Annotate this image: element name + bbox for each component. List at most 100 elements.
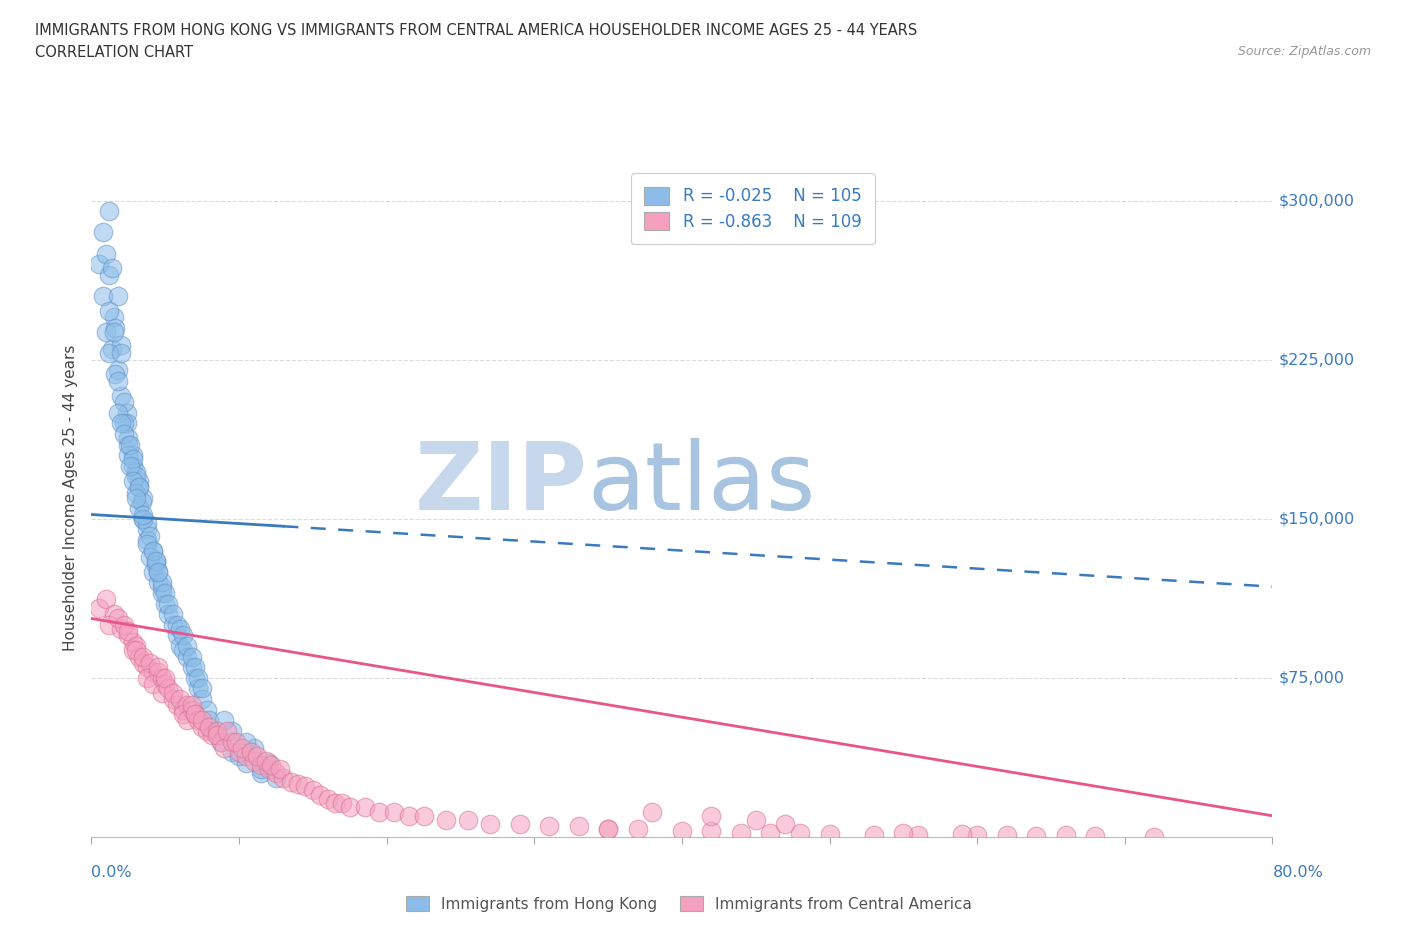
Point	[700, 808, 723, 823]
Point	[176, 713, 198, 728]
Point	[1025, 829, 1047, 844]
Point	[150, 685, 173, 700]
Point	[180, 660, 202, 675]
Point	[183, 671, 207, 685]
Point	[142, 677, 165, 692]
Point	[294, 778, 316, 793]
Point	[146, 660, 169, 675]
Point	[117, 624, 139, 639]
Point	[128, 480, 150, 495]
Point	[457, 813, 479, 828]
Point	[124, 490, 148, 505]
Point	[131, 495, 153, 510]
Point	[150, 575, 173, 590]
Point	[382, 804, 405, 819]
Point	[132, 507, 155, 522]
Point	[235, 749, 257, 764]
Point	[641, 804, 664, 819]
Point	[162, 606, 184, 621]
Point	[150, 586, 173, 601]
Point	[142, 543, 165, 558]
Point	[128, 500, 150, 515]
Point	[273, 770, 295, 785]
Point	[183, 707, 207, 722]
Text: IMMIGRANTS FROM HONG KONG VS IMMIGRANTS FROM CENTRAL AMERICA HOUSEHOLDER INCOME : IMMIGRANTS FROM HONG KONG VS IMMIGRANTS …	[35, 23, 917, 38]
Text: CORRELATION CHART: CORRELATION CHART	[35, 45, 193, 60]
Point	[309, 787, 332, 802]
Point	[121, 452, 143, 467]
Point	[257, 755, 280, 770]
Point	[98, 303, 121, 318]
Legend: R = -0.025    N = 105, R = -0.863    N = 109: R = -0.025 N = 105, R = -0.863 N = 109	[631, 173, 875, 244]
Point	[257, 762, 280, 777]
Point	[101, 261, 124, 276]
Point	[176, 649, 198, 664]
Point	[162, 685, 184, 700]
Point	[157, 596, 180, 611]
Point	[139, 550, 162, 565]
Point	[187, 671, 209, 685]
Point	[596, 821, 619, 836]
Point	[217, 724, 239, 738]
Point	[115, 416, 138, 431]
Point	[107, 611, 129, 626]
Point	[107, 405, 129, 420]
Point	[157, 681, 180, 696]
Point	[759, 825, 782, 840]
Point	[124, 639, 148, 654]
Point	[478, 817, 502, 831]
Point	[146, 575, 169, 590]
Point	[124, 465, 148, 480]
Point	[136, 515, 159, 530]
Point	[745, 813, 768, 828]
Point	[180, 702, 202, 717]
Point	[176, 698, 198, 713]
Point	[195, 724, 218, 738]
Point	[124, 485, 148, 500]
Text: $75,000: $75,000	[1278, 671, 1344, 685]
Point	[121, 447, 143, 462]
Point	[103, 310, 125, 325]
Point	[180, 649, 202, 664]
Point	[228, 749, 250, 764]
Point	[110, 416, 132, 431]
Point	[166, 628, 188, 643]
Text: $225,000: $225,000	[1278, 352, 1354, 367]
Point	[183, 707, 207, 722]
Point	[339, 800, 361, 815]
Point	[198, 719, 221, 734]
Point	[145, 553, 167, 568]
Point	[98, 267, 121, 282]
Point	[264, 770, 287, 785]
Point	[128, 480, 150, 495]
Text: $150,000: $150,000	[1278, 512, 1354, 526]
Point	[169, 639, 191, 654]
Point	[162, 692, 184, 707]
Point	[96, 246, 118, 261]
Point	[166, 618, 188, 632]
Point	[239, 745, 262, 760]
Text: ZIP: ZIP	[415, 438, 588, 530]
Point	[139, 656, 162, 671]
Point	[280, 775, 302, 790]
Y-axis label: Householder Income Ages 25 - 44 years: Householder Income Ages 25 - 44 years	[63, 344, 79, 651]
Point	[323, 796, 346, 811]
Point	[700, 823, 723, 838]
Point	[128, 473, 150, 488]
Point	[214, 713, 236, 728]
Point	[1054, 828, 1077, 843]
Point	[250, 762, 273, 777]
Point	[287, 777, 309, 791]
Point	[136, 522, 159, 537]
Point	[260, 757, 283, 772]
Point	[966, 828, 988, 843]
Point	[104, 320, 127, 336]
Point	[153, 586, 177, 601]
Point	[107, 374, 129, 389]
Point	[269, 762, 291, 777]
Point	[146, 565, 169, 579]
Point	[191, 713, 214, 728]
Point	[91, 225, 114, 240]
Point	[145, 553, 167, 568]
Point	[98, 204, 121, 219]
